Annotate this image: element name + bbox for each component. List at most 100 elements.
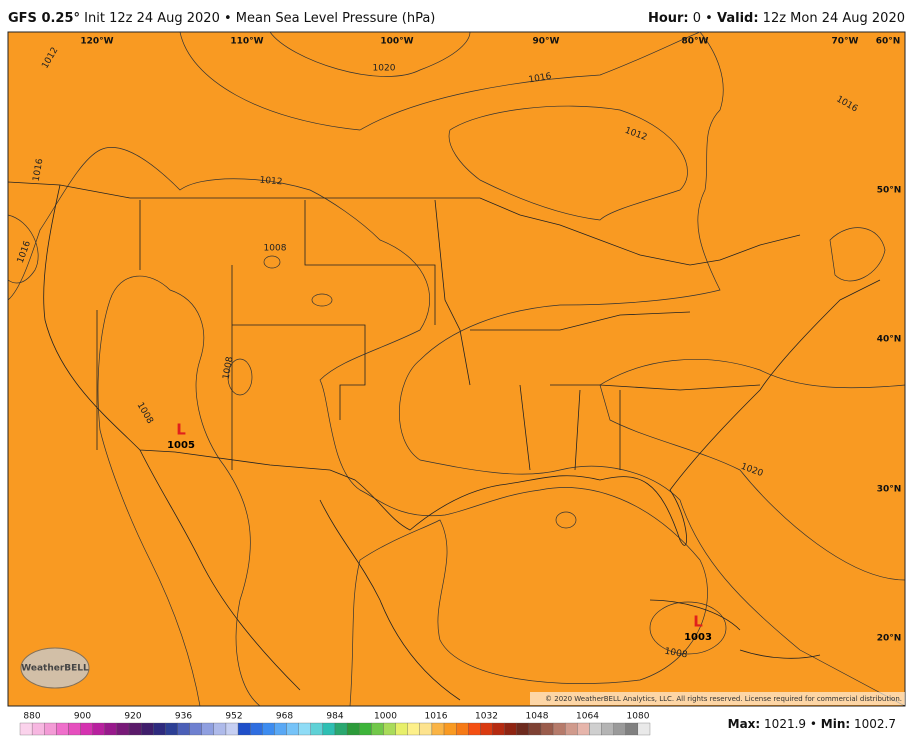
colorbar-cell xyxy=(637,722,651,736)
field xyxy=(97,275,261,706)
colorbar-cell xyxy=(528,722,542,736)
colorbar-cell xyxy=(395,722,408,736)
colorbar-cell xyxy=(322,722,336,736)
colorbar-label: 900 xyxy=(74,712,91,722)
colorbar-cell xyxy=(371,722,384,736)
max-label: Max: xyxy=(728,717,761,731)
field xyxy=(311,293,333,307)
field xyxy=(599,359,905,581)
map xyxy=(8,32,905,706)
colorbar-cell xyxy=(116,722,130,736)
field xyxy=(448,105,688,221)
valid-label: Valid: xyxy=(717,11,759,26)
hour-label: Hour: xyxy=(648,11,689,26)
colorbar-cell xyxy=(613,722,626,736)
colorbar-cell xyxy=(443,722,457,736)
logo-badge xyxy=(20,647,90,689)
field xyxy=(8,147,708,706)
contour-label: 1008 xyxy=(664,647,689,661)
border xyxy=(8,181,881,546)
coastline xyxy=(139,449,821,701)
colorbar-cell xyxy=(468,722,481,736)
colorbar-cell xyxy=(56,722,69,736)
colorbar-cell xyxy=(286,722,299,736)
footer: Max: 1021.9 • Min: 1002.7 xyxy=(728,717,896,731)
contour-label: 1020 xyxy=(373,64,396,74)
colorbar-cell xyxy=(419,722,433,736)
colorbar-cell xyxy=(601,722,614,736)
colorbar-cell xyxy=(310,722,324,736)
subtitle: Init 12z 24 Aug 2020 • Mean Sea Level Pr… xyxy=(84,11,435,26)
colorbar-label: 1048 xyxy=(526,712,549,722)
logo: WeatherBELL xyxy=(21,664,89,674)
colorbar-cell xyxy=(31,722,45,736)
lat-label: 20°N xyxy=(877,634,902,644)
colorbar-cell xyxy=(177,722,190,736)
colorbar-cell xyxy=(128,722,142,736)
colorbar-cell xyxy=(92,722,105,736)
colorbar-cell xyxy=(201,722,214,736)
model: GFS 0.25° xyxy=(8,11,80,26)
contour-label: 1008 xyxy=(222,356,236,381)
colorbar-label: 936 xyxy=(175,712,192,722)
hour: 0 • xyxy=(693,11,713,26)
colorbar-cell xyxy=(359,722,372,736)
colorbar-cell xyxy=(552,722,566,736)
field xyxy=(179,32,701,131)
colorbar-cell xyxy=(540,722,554,736)
colorbar-label: 968 xyxy=(276,712,293,722)
colorbar-cell xyxy=(298,722,311,736)
lon-label: 60°N xyxy=(876,37,901,47)
colorbar-cell xyxy=(431,722,445,736)
low-symbol: L xyxy=(176,421,186,439)
colorbar-cell xyxy=(383,722,396,736)
colorbar-cell xyxy=(104,722,118,736)
colorbar-cell xyxy=(346,722,360,736)
colorbar-cell xyxy=(589,722,602,736)
colorbar-cell xyxy=(237,722,251,736)
colorbar-cell xyxy=(165,722,178,736)
colorbar-label: 1080 xyxy=(627,712,650,722)
contour-label: 1008 xyxy=(264,244,287,254)
colorbar-cell xyxy=(68,722,81,736)
colorbar-cell xyxy=(504,722,517,736)
header-left: GFS 0.25° Init 12z 24 Aug 2020 • Mean Se… xyxy=(8,11,435,26)
colorbar-cell xyxy=(492,722,505,736)
copyright-bg xyxy=(530,692,905,705)
colorbar-label: 1032 xyxy=(475,712,498,722)
colorbar-cell xyxy=(189,722,202,736)
colorbar-cell xyxy=(225,722,239,736)
contour-label: 1016 xyxy=(528,72,553,86)
colorbar-label: 1064 xyxy=(576,712,599,722)
min: 1002.7 xyxy=(854,717,896,731)
colorbar-label: 1000 xyxy=(374,712,397,722)
colorbar-cell xyxy=(625,722,639,736)
colorbar-label: 984 xyxy=(326,712,343,722)
max: 1021.9 • xyxy=(764,717,817,731)
lon-label: 90°W xyxy=(533,37,560,47)
field xyxy=(263,255,281,269)
field xyxy=(8,32,905,706)
colorbar-cell xyxy=(516,722,529,736)
copyright: © 2020 WeatherBELL Analytics, LLC. All r… xyxy=(545,695,902,703)
lon-label: 80°W xyxy=(682,37,709,47)
contour-label: 1012 xyxy=(259,176,283,188)
colorbar-cell xyxy=(153,722,166,736)
field xyxy=(269,32,471,77)
colorbar-cell xyxy=(250,722,263,736)
colorbar-cell xyxy=(334,722,348,736)
colorbar-cell xyxy=(141,722,154,736)
contour-label: 1016 xyxy=(32,158,46,183)
lat-label: 50°N xyxy=(877,186,902,196)
valid: 12z Mon 24 Aug 2020 xyxy=(763,11,905,26)
lon-label: 100°W xyxy=(380,37,413,47)
low-symbol: L xyxy=(693,613,703,631)
field xyxy=(227,358,253,396)
colorbar-label: 880 xyxy=(23,712,40,722)
colorbar-label: 1016 xyxy=(425,712,448,722)
colorbar-cell xyxy=(213,722,227,736)
colorbar-cell xyxy=(456,722,469,736)
labels: 120°W 110°W 100°W 90°W 80°W 70°W 60°N 50°N 40°N 3… xyxy=(16,37,905,705)
lon-label: 70°W xyxy=(832,37,859,47)
